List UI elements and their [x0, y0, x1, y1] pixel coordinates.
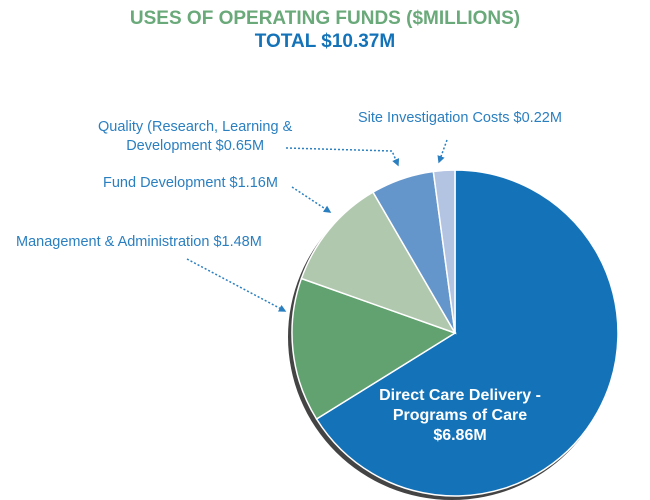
label-quality: Quality (Research, Learning & Developmen… — [98, 118, 292, 156]
pie-slice-2 — [300, 191, 457, 335]
leader-quality — [285, 147, 400, 167]
pie-slice-4 — [432, 169, 456, 334]
label-quality-line2: Development $0.65M — [126, 138, 265, 154]
label-direct-line3: $6.86M — [433, 427, 487, 444]
leader-fund — [291, 186, 332, 213]
chart-subtitle: TOTAL $10.37M — [254, 31, 396, 52]
label-direct-line1: Direct Care Delivery - — [379, 387, 541, 404]
chart-title: USES OF OPERATING FUNDS ($MILLIONS) — [129, 8, 521, 29]
leader-site — [437, 139, 448, 164]
label-direct-care: Direct Care Delivery - Programs of Care … — [375, 386, 545, 446]
label-direct-line2: Programs of Care — [392, 407, 528, 424]
label-fund: Fund Development $1.16M — [103, 175, 278, 191]
label-site: Site Investigation Costs $0.22M — [358, 110, 562, 126]
pie-slice-1 — [291, 277, 457, 421]
pie-slice-0 — [315, 169, 619, 497]
label-management: Management & Administration $1.48M — [16, 234, 262, 250]
leader-management — [186, 258, 287, 312]
label-quality-line1: Quality (Research, Learning & — [98, 119, 293, 135]
